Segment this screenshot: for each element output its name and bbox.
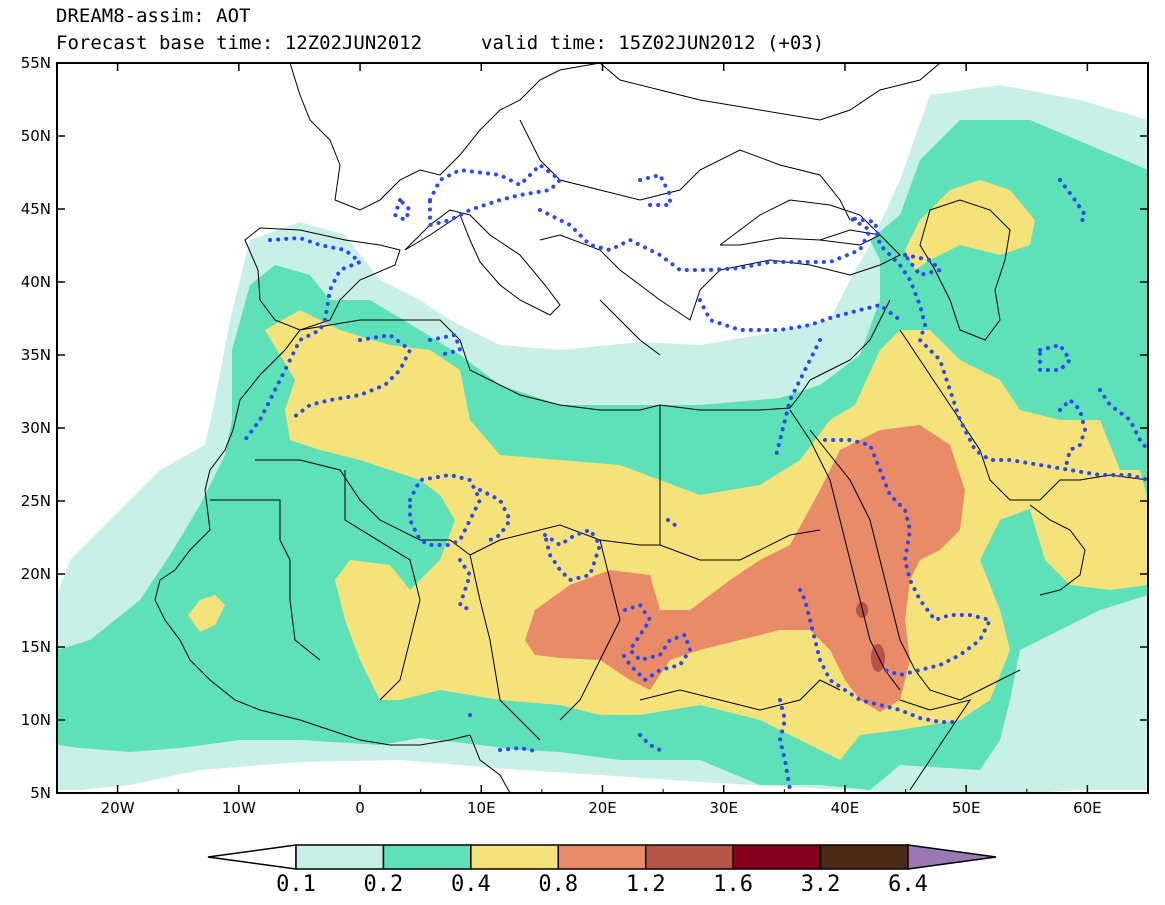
colorbar: 0.1 0.2 0.4 0.8 1.2 1.6 3.2 6.4 bbox=[207, 844, 997, 897]
base-time-text: Forecast base time: 12Z02JUN2012 bbox=[56, 32, 423, 54]
lat-tick-label: 55N bbox=[21, 54, 51, 72]
lon-tick-label: 0 bbox=[355, 799, 365, 817]
colorbar-swatch bbox=[644, 844, 734, 870]
lon-tick-label: 10E bbox=[467, 799, 496, 817]
lat-tick-label: 45N bbox=[21, 200, 51, 218]
aot-field-1-2-a bbox=[871, 644, 885, 672]
lat-tick-label: 50N bbox=[21, 127, 51, 145]
aot-field-0-4-arabia-east bbox=[1030, 470, 1148, 590]
colorbar-underflow bbox=[207, 844, 297, 870]
colorbar-label: 1.6 bbox=[713, 872, 753, 897]
colorbar-label: 6.4 bbox=[888, 872, 928, 897]
lat-tick-label: 30N bbox=[21, 419, 51, 437]
colorbar-swatch bbox=[732, 844, 822, 870]
lon-tick-label: 20W bbox=[101, 799, 135, 817]
lat-tick-label: 20N bbox=[21, 565, 51, 583]
colorbar-label: 0.8 bbox=[538, 872, 578, 897]
lon-tick-label: 40E bbox=[831, 799, 860, 817]
colorbar-swatch bbox=[819, 844, 909, 870]
lon-tick-label: 10W bbox=[222, 799, 256, 817]
dotted-contours bbox=[243, 162, 1148, 792]
aot-field-0-4-caspian bbox=[905, 180, 1035, 270]
coastlines bbox=[154, 63, 1148, 793]
colorbar-label: 3.2 bbox=[801, 872, 841, 897]
longitude-axis: 20W 10W 0 10E 20E 30E 40E 50E 60E bbox=[56, 63, 1149, 817]
colorbar-swatch bbox=[295, 844, 385, 870]
lat-tick-label: 15N bbox=[21, 638, 51, 656]
latitude-axis: 55N 50N 45N 40N 35N 30N 25N 20N 15N 10N 5N bbox=[21, 54, 1148, 802]
colorbar-swatch bbox=[470, 844, 560, 870]
valid-time-text: valid time: 15Z02JUN2012 (+03) bbox=[481, 32, 825, 54]
map-title: DREAM8-assim: AOT bbox=[56, 5, 251, 27]
colorbar-overflow bbox=[907, 844, 997, 870]
lon-tick-label: 50E bbox=[952, 799, 981, 817]
colorbar-label: 0.2 bbox=[364, 872, 404, 897]
forecast-base-time: Forecast base time: 12Z02JUN2012 valid ti… bbox=[56, 32, 824, 54]
aot-fields bbox=[57, 85, 1148, 793]
colorbar-swatch bbox=[557, 844, 647, 870]
lat-tick-label: 25N bbox=[21, 492, 51, 510]
colorbar-label: 0.1 bbox=[276, 872, 316, 897]
lat-tick-label: 40N bbox=[21, 273, 51, 291]
lon-tick-label: 20E bbox=[588, 799, 617, 817]
colorbar-swatch bbox=[382, 844, 472, 870]
colorbar-label: 0.4 bbox=[451, 872, 491, 897]
lon-tick-label: 60E bbox=[1073, 799, 1102, 817]
lat-tick-label: 35N bbox=[21, 346, 51, 364]
lat-tick-label: 10N bbox=[21, 711, 51, 729]
lat-tick-label: 5N bbox=[30, 784, 51, 802]
aot-field-0-4-west-africa bbox=[188, 595, 225, 632]
lon-tick-label: 30E bbox=[709, 799, 738, 817]
colorbar-label: 1.2 bbox=[626, 872, 666, 897]
aot-field-0-8 bbox=[525, 425, 965, 712]
